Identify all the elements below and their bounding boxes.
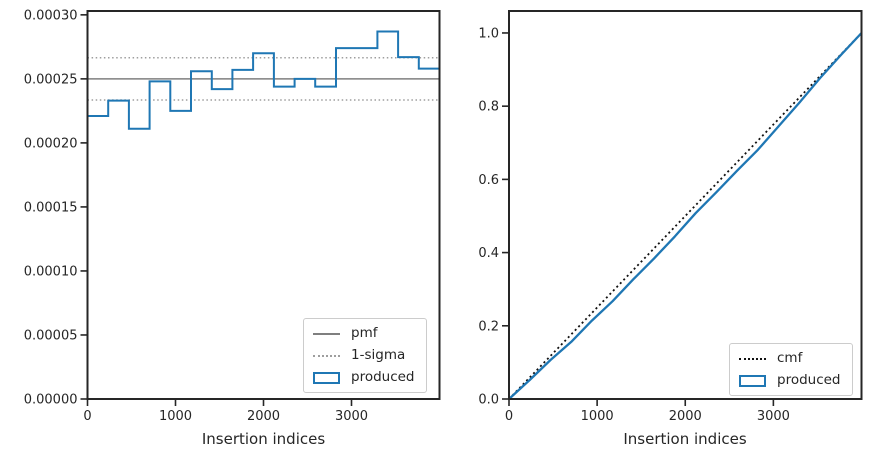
y-tick-label: 0.00005 — [24, 328, 78, 343]
legend-item-pmf: pmf — [313, 325, 415, 342]
x-axis-label-right: Insertion indices — [623, 430, 747, 448]
x-tick-label: 2000 — [247, 409, 280, 424]
sigma-line-sample — [313, 354, 340, 357]
cmf-line-sample — [739, 357, 766, 360]
y-tick-label: 0.2 — [478, 319, 499, 334]
legend-item-produced-right: produced — [739, 372, 841, 389]
x-tick-label: 1000 — [159, 409, 192, 424]
x-tick-label: 1000 — [581, 409, 614, 424]
legend-label-produced-left: produced — [351, 369, 415, 385]
x-tick-label: 2000 — [669, 409, 702, 424]
legend-right: cmf produced — [729, 343, 853, 396]
pmf-line-sample — [313, 332, 340, 335]
y-tick-label: 0.00015 — [24, 200, 78, 215]
y-tick-label: 0.00030 — [24, 8, 78, 23]
y-tick-label: 0.4 — [478, 246, 499, 261]
y-tick-label: 0.0 — [478, 393, 499, 408]
legend-label-produced-right: produced — [777, 372, 841, 388]
y-tick-label: 0.8 — [478, 100, 499, 115]
legend-label-pmf: pmf — [351, 325, 378, 341]
legend-label-sigma: 1-sigma — [351, 347, 406, 363]
legend-left: pmf 1-sigma produced — [303, 318, 427, 393]
x-tick-label: 3000 — [757, 409, 790, 424]
y-tick-label: 0.00000 — [24, 393, 78, 408]
x-axis-label-left: Insertion indices — [201, 430, 326, 448]
produced-patch-sample — [313, 371, 340, 384]
produced-patch-sample — [739, 374, 766, 387]
produced-step-line — [86, 30, 441, 399]
legend-item-cmf: cmf — [739, 350, 841, 367]
axes-spines — [508, 10, 863, 400]
x-tick-label: 0 — [505, 409, 513, 424]
produced-line — [508, 32, 863, 400]
x-tick-label: 3000 — [335, 409, 368, 424]
legend-item-produced-left: produced — [313, 369, 415, 386]
y-tick-label: 0.00020 — [24, 136, 78, 151]
legend-item-sigma: 1-sigma — [313, 347, 415, 364]
axes-spines — [86, 10, 441, 400]
y-tick-label: 1.0 — [478, 26, 499, 41]
y-tick-label: 0.00010 — [24, 264, 78, 279]
y-tick-label: 0.00025 — [24, 72, 78, 87]
x-tick-label: 0 — [83, 409, 91, 424]
legend-label-cmf: cmf — [777, 350, 803, 366]
y-tick-label: 0.6 — [478, 173, 499, 188]
